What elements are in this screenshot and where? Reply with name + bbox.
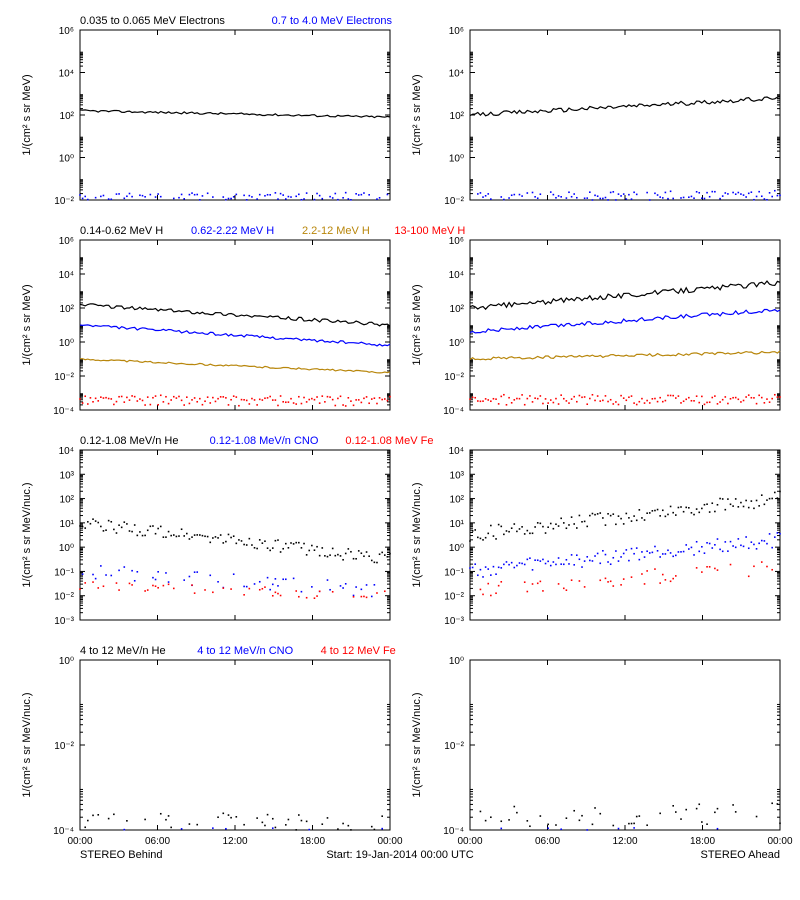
- svg-text:00:00: 00:00: [457, 836, 482, 847]
- svg-text:10⁻²: 10⁻²: [444, 592, 464, 603]
- svg-text:10¹: 10¹: [60, 519, 75, 530]
- chart-grid-container: 10⁻² 10⁰ 10² 10⁴ 10⁶ 1/(cm² s sr MeV) 0.035 to…: [0, 0, 800, 900]
- panel-r0-c1: 10⁻² 10⁰ 10² 10⁴ 10⁶ 1/(cm² s sr MeV): [411, 26, 781, 207]
- svg-text:10⁴: 10⁴: [449, 69, 464, 80]
- svg-text:10²: 10²: [60, 304, 75, 315]
- svg-text:10⁰: 10⁰: [449, 543, 464, 554]
- panel-r1-c0: 10⁻⁴ 10⁻² 10⁰ 10² 10⁴ 10⁶ 1/(cm² s sr MeV) 0.14…: [21, 225, 465, 417]
- svg-text:10⁶: 10⁶: [59, 26, 74, 37]
- svg-text:10⁰: 10⁰: [59, 338, 74, 349]
- svg-text:0.035 to 0.065 MeV Electrons: 0.035 to 0.065 MeV Electrons: [80, 15, 225, 27]
- svg-text:10⁻²: 10⁻²: [444, 196, 464, 207]
- svg-text:00:00: 00:00: [767, 836, 792, 847]
- svg-text:10⁻²: 10⁻²: [444, 741, 464, 752]
- svg-text:10⁻¹: 10⁻¹: [444, 567, 464, 578]
- svg-text:10⁻⁴: 10⁻⁴: [443, 406, 464, 417]
- svg-text:10⁰: 10⁰: [59, 154, 74, 165]
- svg-text:10⁶: 10⁶: [449, 26, 464, 37]
- svg-text:10⁻²: 10⁻²: [444, 372, 464, 383]
- svg-text:4 to 12 MeV/n He: 4 to 12 MeV/n He: [80, 645, 166, 657]
- panel-r0-c0: 10⁻² 10⁰ 10² 10⁴ 10⁶ 1/(cm² s sr MeV) 0.035 to…: [21, 15, 393, 207]
- svg-text:0.14-0.62 MeV H: 0.14-0.62 MeV H: [80, 225, 163, 237]
- svg-text:06:00: 06:00: [535, 836, 560, 847]
- svg-text:10³: 10³: [450, 470, 465, 481]
- svg-text:10⁻¹: 10⁻¹: [54, 567, 74, 578]
- svg-text:10⁻³: 10⁻³: [54, 616, 74, 627]
- svg-text:10⁴: 10⁴: [59, 69, 74, 80]
- svg-text:18:00: 18:00: [300, 836, 325, 847]
- panel-r1-c1: 10⁻⁴ 10⁻² 10⁰ 10² 10⁴ 10⁶ 1/(cm² s sr MeV): [411, 236, 781, 417]
- svg-text:12:00: 12:00: [222, 836, 247, 847]
- svg-text:10²: 10²: [60, 111, 75, 122]
- svg-text:10⁻²: 10⁻²: [54, 741, 74, 752]
- svg-text:10⁰: 10⁰: [449, 656, 464, 667]
- panel-r2-c1: 10⁻³ 10⁻² 10⁻¹ 10⁰ 10¹ 10² 10³ 10⁴ 1/(cm² s sr M…: [411, 446, 781, 627]
- svg-text:1/(cm² s sr MeV): 1/(cm² s sr MeV): [411, 74, 423, 155]
- svg-text:10⁻²: 10⁻²: [54, 372, 74, 383]
- svg-text:1/(cm² s sr MeV/nuc.): 1/(cm² s sr MeV/nuc.): [411, 692, 423, 797]
- svg-text:STEREO Ahead: STEREO Ahead: [701, 849, 781, 861]
- svg-text:00:00: 00:00: [67, 836, 92, 847]
- svg-text:10⁻⁴: 10⁻⁴: [53, 406, 74, 417]
- panel-r3-c1: 10⁻⁴10⁻²10⁰1/(cm² s sr MeV/nuc.)00:0006:…: [411, 656, 793, 847]
- svg-text:0.7 to 4.0 MeV Electrons: 0.7 to 4.0 MeV Electrons: [272, 15, 393, 27]
- svg-text:10⁻²: 10⁻²: [54, 196, 74, 207]
- svg-text:10²: 10²: [450, 495, 465, 506]
- svg-text:18:00: 18:00: [690, 836, 715, 847]
- chart-svg: 10⁻² 10⁰ 10² 10⁴ 10⁶ 1/(cm² s sr MeV) 0.035 to…: [0, 0, 800, 900]
- panel-r2-c0: 10⁻³ 10⁻² 10⁻¹ 10⁰ 10¹ 10² 10³ 10⁴ 1/(cm² s sr M…: [21, 435, 433, 627]
- svg-text:10¹: 10¹: [450, 519, 465, 530]
- svg-text:0.12-1.08 MeV/n He: 0.12-1.08 MeV/n He: [80, 435, 178, 447]
- svg-text:10⁴: 10⁴: [59, 446, 74, 457]
- svg-text:10⁰: 10⁰: [449, 154, 464, 165]
- svg-text:10⁰: 10⁰: [59, 543, 74, 554]
- svg-text:4 to 12 MeV Fe: 4 to 12 MeV Fe: [321, 645, 396, 657]
- svg-text:10⁰: 10⁰: [59, 656, 74, 667]
- svg-text:12:00: 12:00: [612, 836, 637, 847]
- svg-text:10⁴: 10⁴: [59, 270, 74, 281]
- svg-text:1/(cm² s sr MeV): 1/(cm² s sr MeV): [411, 284, 423, 365]
- svg-text:2.2-12 MeV H: 2.2-12 MeV H: [302, 225, 370, 237]
- panel-r3-c0: 10⁻⁴10⁻²10⁰1/(cm² s sr MeV/nuc.)00:0006:…: [21, 645, 403, 847]
- svg-text:1/(cm² s sr MeV): 1/(cm² s sr MeV): [21, 74, 33, 155]
- svg-text:10⁻²: 10⁻²: [54, 592, 74, 603]
- svg-text:10²: 10²: [60, 495, 75, 506]
- svg-text:0.12-1.08 MeV/n CNO: 0.12-1.08 MeV/n CNO: [210, 435, 319, 447]
- svg-text:00:00: 00:00: [377, 836, 402, 847]
- svg-text:1/(cm² s sr MeV/nuc.): 1/(cm² s sr MeV/nuc.): [411, 482, 423, 587]
- svg-text:0.12-1.08 MeV Fe: 0.12-1.08 MeV Fe: [345, 435, 433, 447]
- svg-text:1/(cm² s sr MeV): 1/(cm² s sr MeV): [21, 284, 33, 365]
- svg-text:10⁶: 10⁶: [449, 236, 464, 247]
- svg-text:4 to 12 MeV/n CNO: 4 to 12 MeV/n CNO: [197, 645, 293, 657]
- svg-text:STEREO Behind: STEREO Behind: [80, 849, 163, 861]
- svg-text:1/(cm² s sr MeV/nuc.): 1/(cm² s sr MeV/nuc.): [21, 482, 33, 587]
- svg-text:10³: 10³: [60, 470, 75, 481]
- svg-text:10⁰: 10⁰: [449, 338, 464, 349]
- svg-text:0.62-2.22 MeV H: 0.62-2.22 MeV H: [191, 225, 274, 237]
- svg-text:Start: 19-Jan-2014 00:00 UTC: Start: 19-Jan-2014 00:00 UTC: [326, 849, 473, 861]
- svg-text:10⁻³: 10⁻³: [444, 616, 464, 627]
- svg-text:10²: 10²: [450, 304, 465, 315]
- svg-text:06:00: 06:00: [145, 836, 170, 847]
- svg-text:10⁴: 10⁴: [449, 446, 464, 457]
- svg-text:1/(cm² s sr MeV/nuc.): 1/(cm² s sr MeV/nuc.): [21, 692, 33, 797]
- svg-text:10⁶: 10⁶: [59, 236, 74, 247]
- svg-text:10²: 10²: [450, 111, 465, 122]
- svg-text:10⁴: 10⁴: [449, 270, 464, 281]
